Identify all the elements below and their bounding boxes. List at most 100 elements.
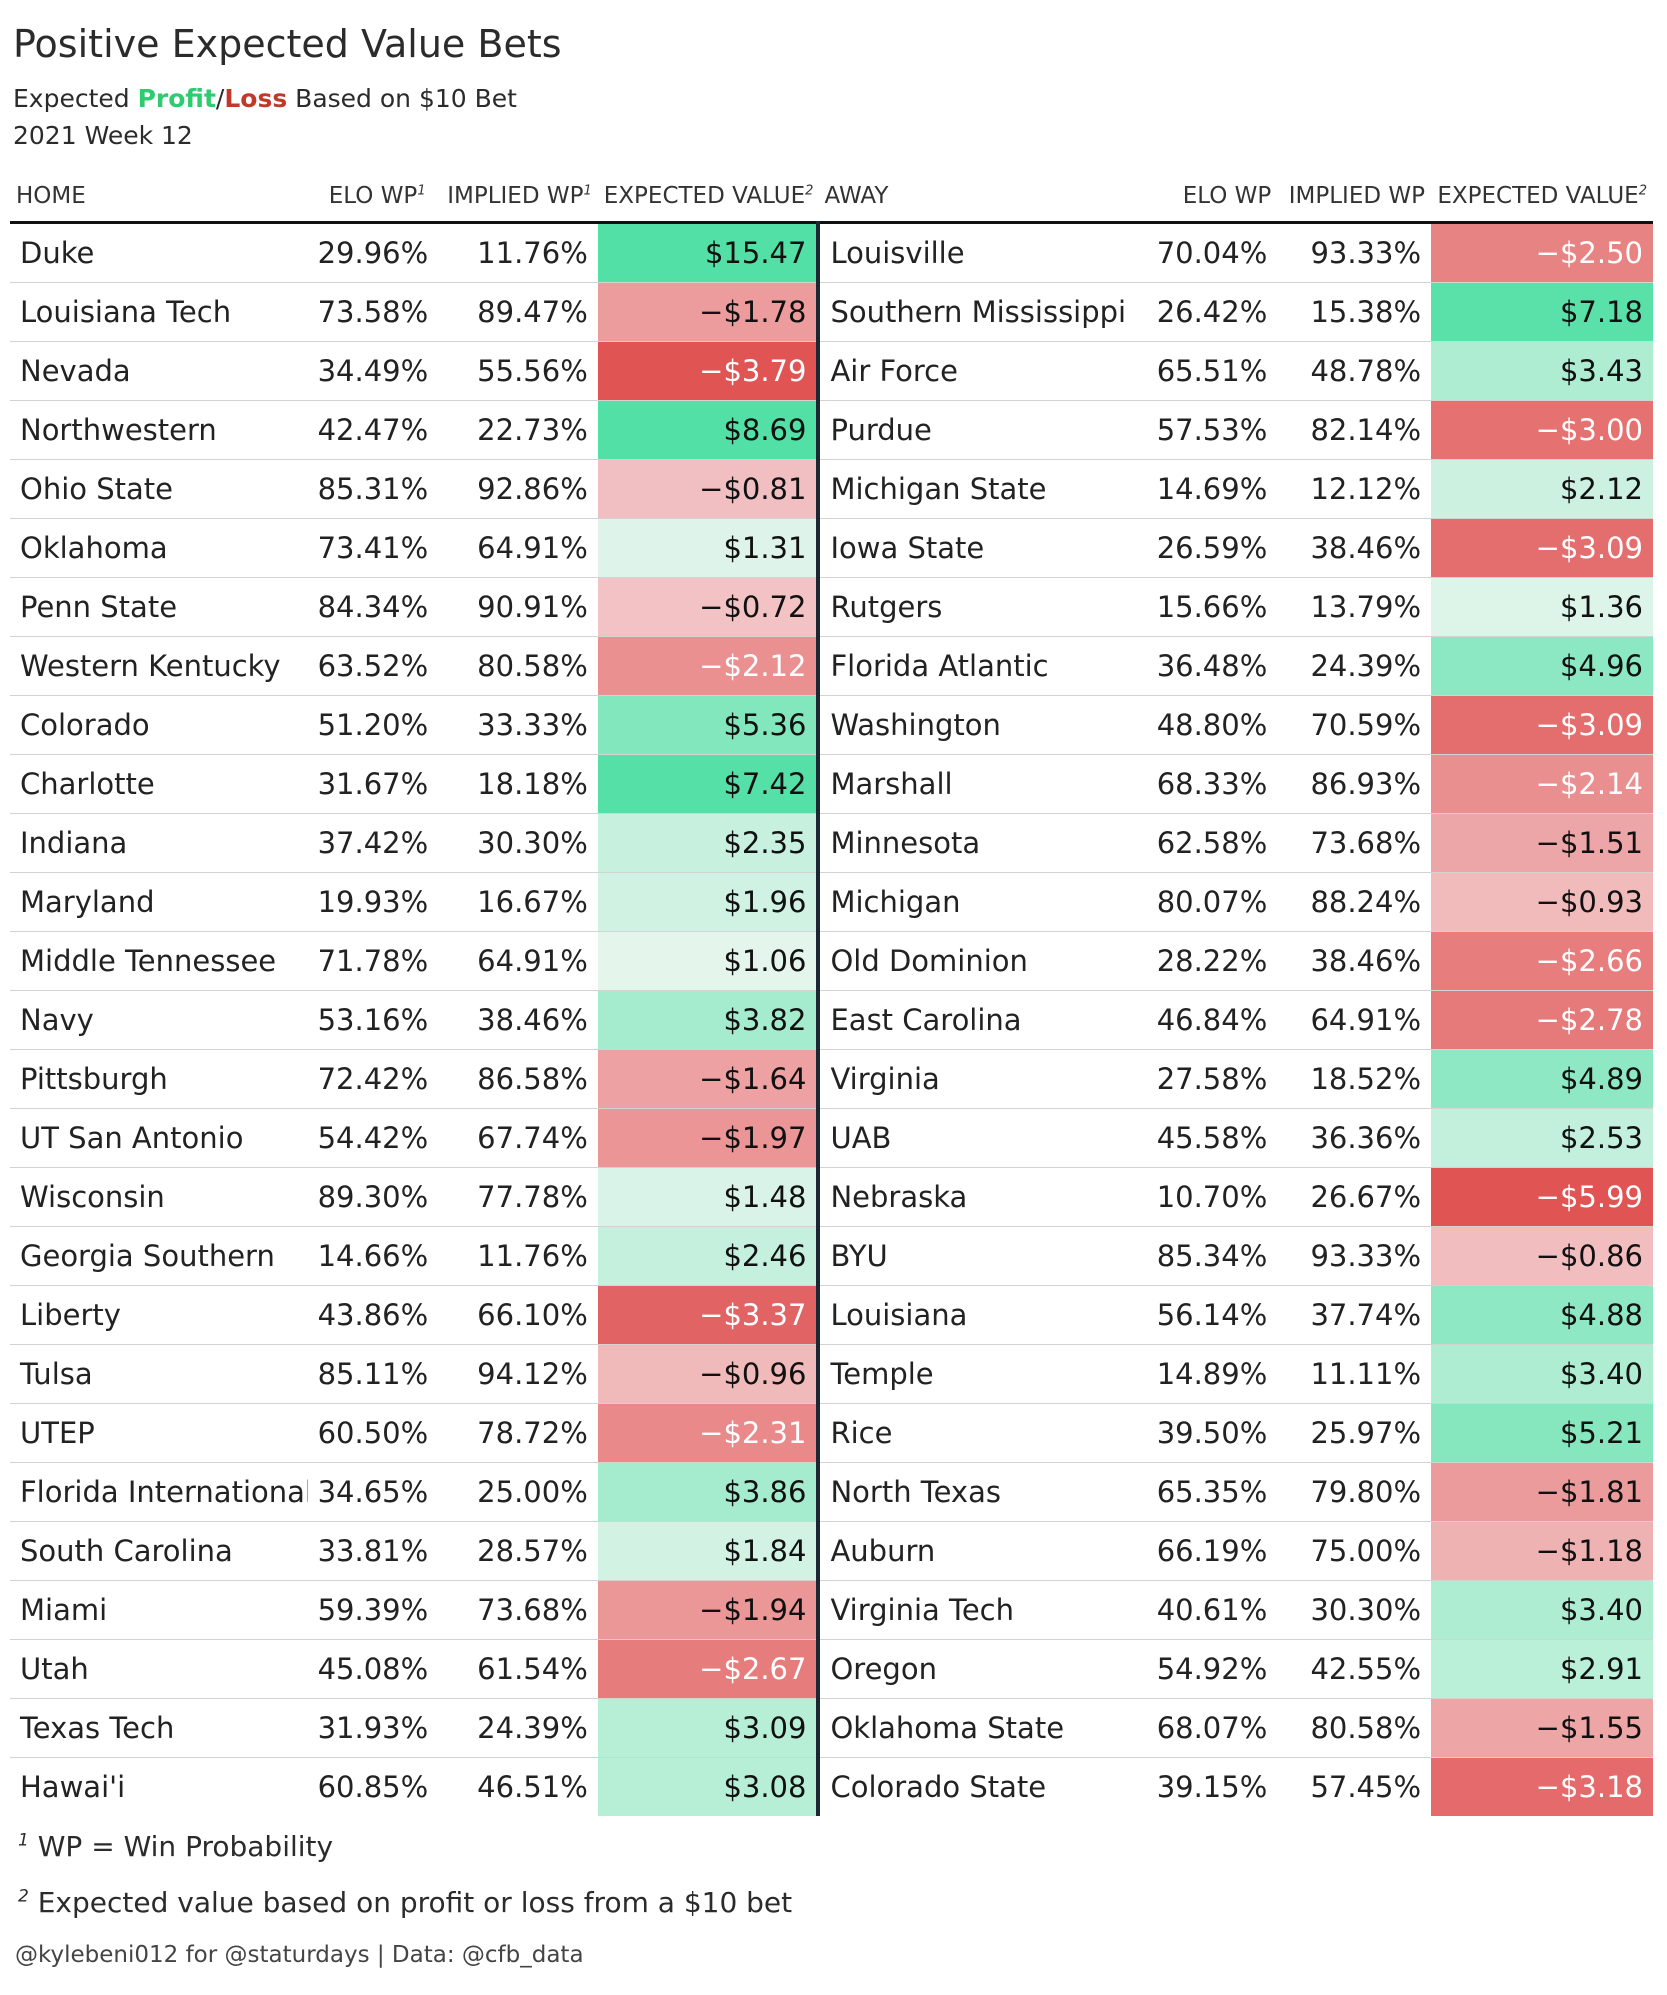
home-implied-wp-cell: 67.74% [431,1108,598,1168]
away-elo-wp-cell: 68.33% [1128,754,1278,814]
away-expected-value-cell: −$5.99 [1431,1167,1653,1227]
home-implied-wp-cell: 80.58% [431,636,598,696]
table-row: Northwestern 42.47% 22.73% $8.69 Purdue 57.53… [10,400,1653,460]
away-expected-value-cell: $3.40 [1431,1344,1653,1404]
table-row: Miami 59.39% 73.68% −$1.94 Virginia Tech 40.6… [10,1580,1653,1640]
away-team-cell: Marshall [818,754,1129,814]
home-elo-wp-cell: 85.31% [307,459,432,519]
away-team-cell: Southern Mississippi [818,282,1129,342]
away-implied-wp-cell: 11.11% [1277,1344,1432,1404]
home-implied-wp-cell: 55.56% [431,341,598,401]
home-team-cell: UT San Antonio [10,1108,308,1168]
away-elo-wp-cell: 57.53% [1128,400,1278,460]
footnote-1: 1 WP = Win Probability [18,1830,334,1863]
away-team-cell: Purdue [818,400,1129,460]
home-expected-value-cell: $3.86 [597,1462,821,1522]
home-expected-value-cell: $1.84 [597,1521,821,1581]
home-elo-wp-cell: 85.11% [307,1344,432,1404]
header-home: HOME [10,170,308,224]
away-elo-wp-cell: 39.50% [1128,1403,1278,1463]
away-expected-value-cell: −$3.00 [1431,400,1653,460]
away-implied-wp-cell: 73.68% [1277,813,1432,873]
away-elo-wp-cell: 15.66% [1128,577,1278,637]
table-row: Middle Tennessee 71.78% 64.91% $1.06 Old Dom… [10,931,1653,991]
away-elo-wp-cell: 26.42% [1128,282,1278,342]
home-team-cell: Oklahoma [10,518,308,578]
away-expected-value-cell: $4.96 [1431,636,1653,696]
home-implied-wp-cell: 86.58% [431,1049,598,1109]
away-elo-wp-cell: 39.15% [1156,1770,1268,1804]
away-implied-wp-cell: 38.46% [1277,931,1432,991]
home-implied-wp-cell: 33.33% [431,695,598,755]
home-expected-value-cell: $7.42 [597,754,821,814]
away-expected-value-cell: −$2.50 [1431,222,1653,283]
away-implied-wp-cell: 38.46% [1277,518,1432,578]
away-team-cell: Auburn [818,1521,1129,1581]
away-elo-wp-cell: 28.22% [1128,931,1278,991]
table-row: Louisiana Tech 73.58% 89.47% −$1.78 Southern… [10,282,1653,342]
away-team-cell: BYU [818,1226,1129,1286]
away-expected-value-cell: $4.89 [1431,1049,1653,1109]
away-elo-wp-cell: 65.51% [1128,341,1278,401]
home-implied-wp-cell: 90.91% [431,577,598,637]
away-expected-value-cell: −$0.86 [1431,1226,1653,1286]
away-implied-wp-cell: 79.80% [1277,1462,1432,1522]
home-implied-wp-cell: 11.76% [431,222,598,283]
away-implied-wp-cell: 48.78% [1277,341,1432,401]
home-elo-wp-cell: 71.78% [307,931,432,991]
home-elo-wp-cell: 59.39% [307,1580,432,1640]
home-team-cell: UTEP [10,1403,308,1463]
away-expected-value-cell: −$2.14 [1431,754,1653,814]
home-elo-wp-cell: 84.34% [307,577,432,637]
home-elo-wp-cell: 14.66% [307,1226,432,1286]
subtitle-suffix: Based on $10 Bet [287,84,517,113]
home-team-cell: Northwestern [10,400,308,460]
header-away-elo: ELO WP [1128,170,1278,224]
home-implied-wp-cell: 64.91% [431,518,598,578]
home-elo-wp-cell: 51.20% [307,695,432,755]
home-implied-wp-cell: 22.73% [431,400,598,460]
home-expected-value-cell: $15.47 [597,222,821,283]
home-implied-wp-cell: 92.86% [431,459,598,519]
home-elo-wp-cell: 89.30% [307,1167,432,1227]
home-expected-value-cell: $2.46 [597,1226,821,1286]
away-elo-wp-cell: 40.61% [1128,1580,1278,1640]
home-expected-value-cell: $1.06 [597,931,821,991]
home-expected-value-cell: $5.36 [597,695,821,755]
home-expected-value-cell: $3.09 [597,1698,821,1758]
away-team-cell: UAB [818,1108,1129,1168]
away-team-cell: Virginia Tech [818,1580,1129,1640]
away-team-cell: Oklahoma State [818,1698,1129,1758]
away-expected-value-cell: −$3.09 [1431,518,1653,578]
home-implied-wp-cell: 89.47% [431,282,598,342]
home-expected-value-cell: $1.31 [597,518,821,578]
home-expected-value-cell: −$1.64 [597,1049,821,1109]
away-implied-wp-cell: 30.30% [1277,1580,1432,1640]
table-row: Colorado 51.20% 33.33% $5.36 Washington 48.80… [10,695,1653,755]
away-elo-wp-cell: 10.70% [1128,1167,1278,1227]
home-implied-wp-cell: 61.54% [431,1639,598,1699]
home-elo-wp-cell: 34.65% [307,1462,432,1522]
away-implied-wp-cell: 24.39% [1277,636,1432,696]
home-team-cell: Maryland [10,872,308,932]
away-team-cell: Iowa State [818,518,1129,578]
away-elo-wp-cell: 80.07% [1128,872,1278,932]
home-team-cell: Charlotte [10,754,308,814]
away-implied-wp-cell: 86.93% [1277,754,1432,814]
header-away: AWAY [818,170,1129,224]
away-team-cell: Oregon [818,1639,1129,1699]
home-implied-wp-cell: 73.68% [431,1580,598,1640]
away-elo-wp-cell: 70.04% [1128,222,1278,283]
home-team-cell: Louisiana Tech [10,282,308,342]
home-implied-wp-cell: 28.57% [431,1521,598,1581]
table-row: Pittsburgh 72.42% 86.58% −$1.64 Virginia 27.5… [10,1049,1653,1109]
home-expected-value-cell: $1.48 [597,1167,821,1227]
home-team-cell: Pittsburgh [10,1049,308,1109]
away-expected-value-cell: −$2.66 [1431,931,1653,991]
table-row: Duke 29.96% 11.76% $15.47 Louisville 70.04% 93… [10,222,1653,283]
home-team-cell: Texas Tech [10,1698,308,1758]
away-team-cell: Minnesota [818,813,1129,873]
home-elo-wp-cell: 60.85% [317,1770,429,1804]
away-team-cell: Nebraska [818,1167,1129,1227]
